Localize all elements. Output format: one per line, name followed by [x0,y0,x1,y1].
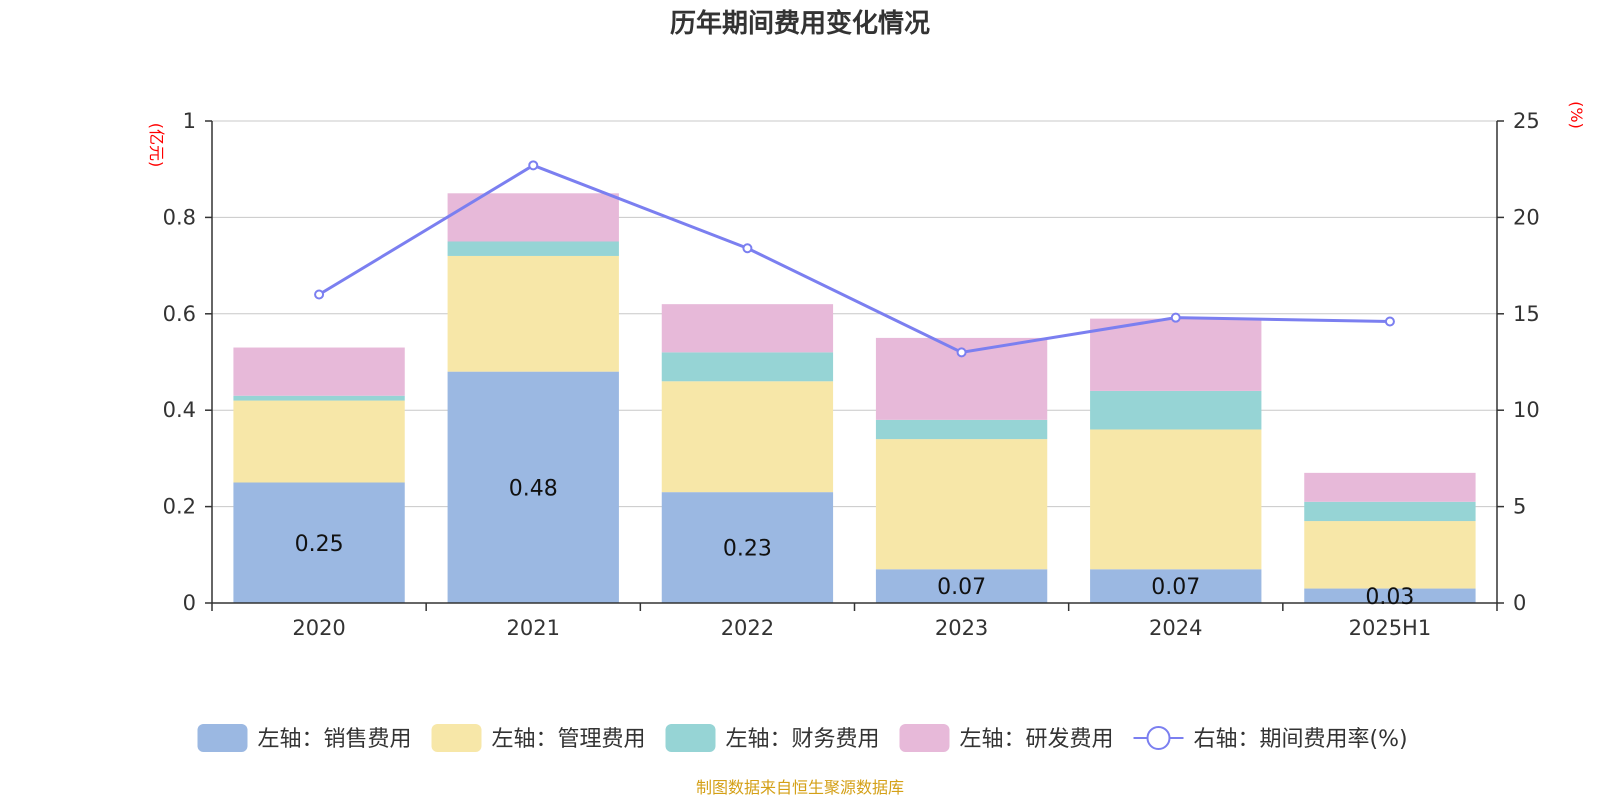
bar-data-label: 0.07 [1151,575,1200,600]
right-axis-tick-label: 5 [1513,495,1526,519]
bar-data-label: 0.03 [1365,585,1414,610]
rate-point [314,289,325,300]
right-axis-tick-label: 0 [1513,591,1526,615]
rate-point [956,347,967,358]
bar-segment [1090,569,1262,603]
bar-segment [447,371,619,603]
right-axis-unit: (%) [1567,101,1586,129]
legend-swatch [431,724,482,752]
bar-segment [233,347,405,396]
legend: 左轴：销售费用 左轴：管理费用 左轴：财务费用 左轴：研发费用 右轴：期间费用率(%) [197,724,1408,752]
x-axis-tick-label: 2022 [721,616,774,640]
left-axis-tick-label: 0.2 [163,495,196,519]
left-axis-tick-label: 0 [183,591,196,615]
right-axis-tick-label: 20 [1513,205,1540,229]
bars [233,193,1476,603]
bar-segment [1090,390,1262,430]
bar-segment [233,400,405,483]
bar-data-label: 0.25 [295,532,344,557]
bar-segment [1090,318,1262,391]
legend-label: 左轴：研发费用 [960,727,1114,752]
left-axis-unit: (亿元) [147,123,166,168]
grid [212,120,1497,508]
legend-swatch [665,724,716,752]
bar-segment [1304,472,1476,502]
legend-swatch [899,724,950,752]
legend-label: 右轴：期间费用率(%) [1194,727,1408,752]
legend-label: 左轴：管理费用 [492,727,646,752]
bar-segment [233,482,405,603]
left-axis-tick-label: 1 [183,109,196,133]
x-axis-tick-label: 2025H1 [1349,616,1432,640]
bar-segment [875,439,1048,570]
x-axis-tick-label: 2024 [1149,616,1202,640]
right-axis-tick-label: 10 [1513,398,1540,422]
rate-line [314,160,1395,358]
legend-swatch-marker [1146,726,1171,750]
x-axis-tick-label: 2021 [507,616,560,640]
rate-point [1384,316,1395,327]
bar-segment [661,492,834,603]
bar-data-label: 0.23 [723,537,772,562]
rate-point [1170,312,1181,323]
bar-segment [875,419,1048,440]
bar-segment [661,304,834,353]
bar-segment [661,352,834,382]
bar-segment [447,255,619,372]
rate-point [742,243,753,254]
chart-title: 历年期间费用变化情况 [670,8,930,39]
rate-line-path [318,163,1390,354]
bar-segment [1090,429,1262,570]
left-axis-tick-label: 0.4 [163,398,196,422]
bar-segment [1304,588,1476,603]
rate-point [528,160,539,171]
right-axis-tick-label: 25 [1513,109,1540,133]
bar-segment [661,381,834,493]
bar-segment [875,569,1048,603]
x-axis-tick-label: 2020 [292,616,345,640]
data-labels: 0.25 0.48 0.23 0.07 0.07 0.03 [295,476,1415,609]
left-axis-tick-label: 0.6 [163,302,196,326]
bar-segment [233,395,405,401]
bar-segment [1304,521,1476,589]
right-axis-tick-label: 15 [1513,302,1540,326]
bar-segment [1304,501,1476,522]
legend-label: 左轴：财务费用 [726,727,880,752]
bar-data-label: 0.07 [937,575,986,600]
bar-segment [447,241,619,256]
bar-data-label: 0.48 [509,476,558,501]
legend-swatch [197,724,248,752]
legend-label: 左轴：销售费用 [258,727,412,752]
x-axis-tick-label: 2023 [935,616,988,640]
data-source-note: 制图数据来自恒生聚源数据库 [696,778,904,797]
left-axis-tick-label: 0.8 [163,205,196,229]
